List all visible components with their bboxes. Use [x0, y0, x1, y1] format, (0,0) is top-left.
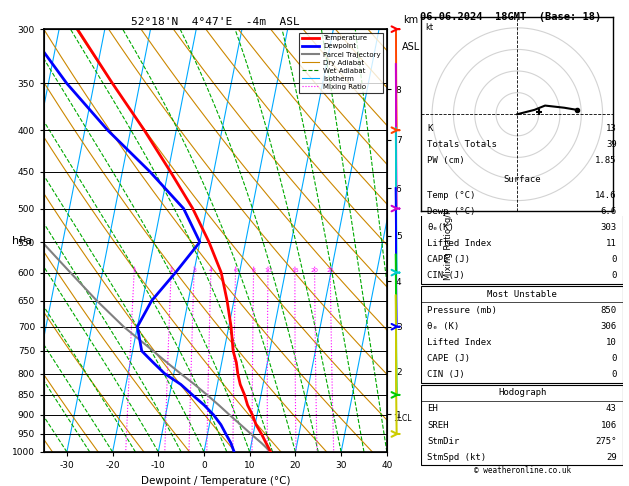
Text: θₑ (K): θₑ (K) — [428, 322, 460, 331]
Text: 303: 303 — [601, 223, 616, 232]
Text: 1LCL: 1LCL — [394, 415, 412, 423]
Text: 39: 39 — [606, 140, 616, 149]
Text: 0: 0 — [611, 255, 616, 264]
Bar — [421, 286, 623, 382]
Text: 0: 0 — [611, 354, 616, 363]
Text: StmSpd (kt): StmSpd (kt) — [428, 453, 487, 462]
Text: Most Unstable: Most Unstable — [487, 290, 557, 298]
Text: 10: 10 — [606, 338, 616, 347]
Text: Mixing Ratio (g/kg): Mixing Ratio (g/kg) — [444, 201, 453, 280]
Text: 3: 3 — [192, 268, 196, 273]
Text: 6.6: 6.6 — [601, 207, 616, 216]
Text: 275°: 275° — [595, 437, 616, 446]
Text: ASL: ASL — [402, 42, 420, 52]
Text: EH: EH — [428, 404, 438, 414]
Text: Totals Totals: Totals Totals — [428, 140, 498, 149]
Text: 25: 25 — [326, 268, 334, 273]
X-axis label: Dewpoint / Temperature (°C): Dewpoint / Temperature (°C) — [141, 476, 290, 486]
Text: 0: 0 — [611, 271, 616, 280]
Text: 1: 1 — [132, 268, 136, 273]
Text: 10: 10 — [264, 268, 272, 273]
Text: 0: 0 — [611, 370, 616, 379]
Text: CAPE (J): CAPE (J) — [428, 354, 470, 363]
Text: 43: 43 — [606, 404, 616, 414]
Text: 11: 11 — [606, 239, 616, 248]
Text: CIN (J): CIN (J) — [428, 271, 465, 280]
Text: 6: 6 — [233, 268, 237, 273]
Text: Hodograph: Hodograph — [498, 388, 546, 398]
Text: 13: 13 — [606, 124, 616, 133]
Text: 2: 2 — [169, 268, 173, 273]
Text: 06.06.2024  18GMT  (Base: 18): 06.06.2024 18GMT (Base: 18) — [420, 12, 601, 22]
Text: CIN (J): CIN (J) — [428, 370, 465, 379]
Text: CAPE (J): CAPE (J) — [428, 255, 470, 264]
Text: Pressure (mb): Pressure (mb) — [428, 306, 498, 314]
Text: Temp (°C): Temp (°C) — [428, 191, 476, 200]
Text: km: km — [403, 15, 418, 25]
Text: Surface: Surface — [503, 174, 541, 184]
Text: StmDir: StmDir — [428, 437, 460, 446]
Bar — [421, 121, 623, 169]
Text: PW (cm): PW (cm) — [428, 156, 465, 165]
Text: 106: 106 — [601, 420, 616, 430]
Text: Dewp (°C): Dewp (°C) — [428, 207, 476, 216]
Title: 52°18'N  4°47'E  -4m  ASL: 52°18'N 4°47'E -4m ASL — [131, 17, 300, 27]
Text: K: K — [428, 124, 433, 133]
Text: Lifted Index: Lifted Index — [428, 239, 492, 248]
Legend: Temperature, Dewpoint, Parcel Trajectory, Dry Adiabat, Wet Adiabat, Isotherm, Mi: Temperature, Dewpoint, Parcel Trajectory… — [299, 33, 383, 93]
Bar — [421, 385, 623, 466]
Text: © weatheronline.co.uk: © weatheronline.co.uk — [474, 467, 571, 475]
Text: 850: 850 — [601, 306, 616, 314]
Text: 15: 15 — [291, 268, 299, 273]
Text: 8: 8 — [252, 268, 255, 273]
Text: 4: 4 — [209, 268, 213, 273]
Text: 14.6: 14.6 — [595, 191, 616, 200]
Text: θₑ(K): θₑ(K) — [428, 223, 454, 232]
Text: SREH: SREH — [428, 420, 449, 430]
Text: 29: 29 — [606, 453, 616, 462]
Text: kt: kt — [425, 23, 433, 32]
Bar — [421, 171, 623, 284]
Text: 20: 20 — [311, 268, 319, 273]
Text: 1.85: 1.85 — [595, 156, 616, 165]
Text: Lifted Index: Lifted Index — [428, 338, 492, 347]
Text: 306: 306 — [601, 322, 616, 331]
Text: hPa: hPa — [11, 236, 32, 245]
